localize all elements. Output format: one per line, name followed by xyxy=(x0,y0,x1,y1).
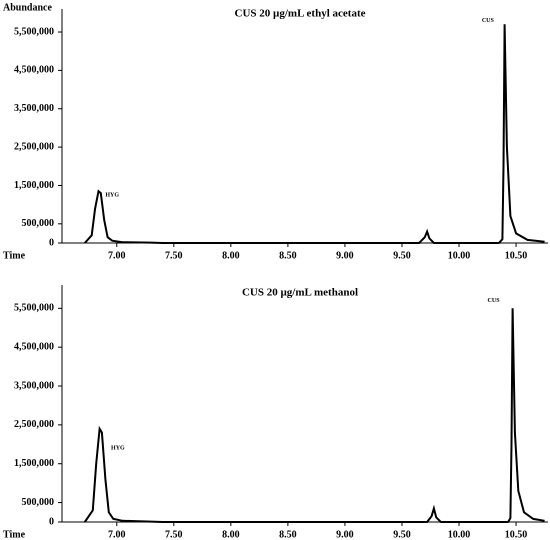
y-tick-label: 3,500,000 xyxy=(14,103,54,114)
chart-panel: 0 500,000 1,500,000 2,500,000 3,500,000 4,500… xyxy=(3,2,548,261)
y-tick-label: 4,500,000 xyxy=(14,65,54,76)
chart-title: CUS 20 µg/mL ethyl acetate xyxy=(235,8,366,20)
x-tick-label: 8.00 xyxy=(222,529,240,540)
annotation: CUS xyxy=(488,298,501,304)
trace xyxy=(83,308,545,523)
chart-panel: 0 500,000 1,500,000 2,500,000 3,500,000 4,500… xyxy=(3,285,548,540)
y-tick-label: 3,500,000 xyxy=(14,380,54,391)
x-tick-label: 9.00 xyxy=(336,529,354,540)
y-tick-label: 2,500,000 xyxy=(14,419,54,430)
y-tick-label: 0 xyxy=(49,237,54,248)
x-tick-label: 8.50 xyxy=(279,250,297,261)
x-tick-label: 7.50 xyxy=(165,529,183,540)
y-axis-label: Abundance xyxy=(3,2,52,13)
chart-title: CUS 20 µg/mL methanol xyxy=(242,287,358,299)
y-tick-label: 500,000 xyxy=(22,218,55,229)
annotation: HYG xyxy=(111,446,125,452)
trace xyxy=(84,24,545,244)
y-tick-label: 1,500,000 xyxy=(14,180,54,191)
y-tick-label: 2,500,000 xyxy=(14,141,54,152)
y-tick-label: 1,500,000 xyxy=(14,458,54,469)
x-tick-label: 10.50 xyxy=(505,529,528,540)
x-tick-label: 10.50 xyxy=(505,250,528,261)
x-tick-label: 10.00 xyxy=(448,529,471,540)
y-tick-label: 500,000 xyxy=(22,497,55,508)
x-tick-label: 8.00 xyxy=(222,250,240,261)
x-tick-label: 7.00 xyxy=(108,529,126,540)
y-tick-label: 0 xyxy=(49,516,54,527)
x-axis-label: Time xyxy=(3,529,26,540)
x-tick-label: 9.50 xyxy=(393,529,411,540)
x-tick-label: 7.00 xyxy=(108,250,126,261)
annotation: HYG xyxy=(105,192,119,198)
x-tick-label: 9.00 xyxy=(336,250,354,261)
x-tick-label: 9.50 xyxy=(393,250,411,261)
x-tick-label: 8.50 xyxy=(279,529,297,540)
y-tick-label: 5,500,000 xyxy=(14,26,54,37)
x-tick-label: 7.50 xyxy=(165,250,183,261)
y-tick-label: 5,500,000 xyxy=(14,303,54,314)
y-tick-label: 4,500,000 xyxy=(14,341,54,352)
annotation: CUS xyxy=(482,18,495,24)
x-axis-label: Time xyxy=(3,250,26,261)
x-tick-label: 10.00 xyxy=(448,250,471,261)
